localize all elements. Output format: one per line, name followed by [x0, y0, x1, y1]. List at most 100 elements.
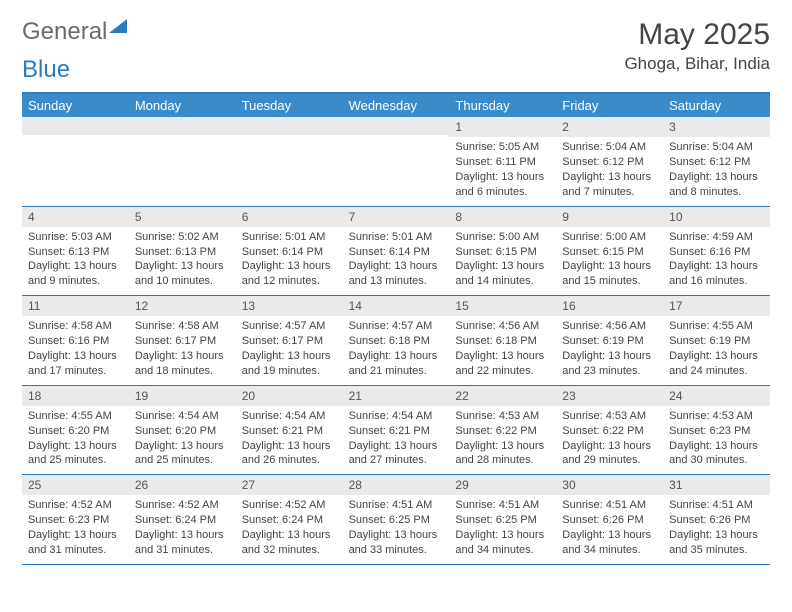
- daylight-text: Daylight: 13 hours and 9 minutes.: [28, 259, 123, 289]
- sunset-text: Sunset: 6:26 PM: [562, 513, 657, 528]
- day-cell: 16 Sunrise: 4:56 AMSunset: 6:19 PMDayligh…: [556, 296, 663, 385]
- day-cell: 8Sunrise: 5:00 AMSunset: 6:15 PMDaylight…: [449, 207, 556, 296]
- daylight-text: Daylight: 13 hours and 23 minutes.: [562, 349, 657, 379]
- day-cell: 5Sunrise: 5:02 AMSunset: 6:13 PMDaylight…: [129, 207, 236, 296]
- day-number: [22, 117, 129, 135]
- day-body: Sunrise: 4:51 AMSunset: 6:26 PMDaylight:…: [663, 495, 770, 563]
- day-body: Sunrise: 5:01 AMSunset: 6:14 PMDaylight:…: [343, 227, 450, 295]
- day-number: 29: [449, 475, 556, 495]
- sunrise-text: Sunrise: 4:58 AM: [28, 319, 123, 334]
- sunrise-text: Sunrise: 5:01 AM: [242, 230, 337, 245]
- brand-part1: General: [22, 18, 107, 46]
- daylight-text: Daylight: 13 hours and 16 minutes.: [669, 259, 764, 289]
- sunrise-text: Sunrise: 5:00 AM: [562, 230, 657, 245]
- day-cell: 24Sunrise: 4:53 AMSunset: 6:23 PMDayligh…: [663, 386, 770, 475]
- day-number: 20: [236, 386, 343, 406]
- day-number: 18: [22, 386, 129, 406]
- sunset-text: Sunset: 6:24 PM: [242, 513, 337, 528]
- day-cell: 23Sunrise: 4:53 AMSunset: 6:22 PMDayligh…: [556, 386, 663, 475]
- day-body: Sunrise: 5:04 AMSunset: 6:12 PMDaylight:…: [663, 137, 770, 205]
- sunrise-text: Sunrise: 4:54 AM: [349, 409, 444, 424]
- day-number: 22: [449, 386, 556, 406]
- week-row: 18Sunrise: 4:55 AMSunset: 6:20 PMDayligh…: [22, 386, 770, 476]
- day-cell: 7Sunrise: 5:01 AMSunset: 6:14 PMDaylight…: [343, 207, 450, 296]
- daylight-text: Daylight: 13 hours and 12 minutes.: [242, 259, 337, 289]
- sunset-text: Sunset: 6:20 PM: [135, 424, 230, 439]
- day-cell: 25Sunrise: 4:52 AMSunset: 6:23 PMDayligh…: [22, 475, 129, 564]
- day-number: 19: [129, 386, 236, 406]
- day-body: Sunrise: 5:02 AMSunset: 6:13 PMDaylight:…: [129, 227, 236, 295]
- sunset-text: Sunset: 6:21 PM: [349, 424, 444, 439]
- sunrise-text: Sunrise: 4:56 AM: [455, 319, 550, 334]
- day-number: 6: [236, 207, 343, 227]
- day-cell: 30Sunrise: 4:51 AMSunset: 6:26 PMDayligh…: [556, 475, 663, 564]
- week-row: 1Sunrise: 5:05 AMSunset: 6:11 PMDaylight…: [22, 117, 770, 207]
- day-body: Sunrise: 4:58 AMSunset: 6:17 PMDaylight:…: [129, 316, 236, 384]
- day-cell: 29Sunrise: 4:51 AMSunset: 6:25 PMDayligh…: [449, 475, 556, 564]
- daylight-text: Daylight: 13 hours and 27 minutes.: [349, 439, 444, 469]
- day-cell: 13Sunrise: 4:57 AMSunset: 6:17 PMDayligh…: [236, 296, 343, 385]
- day-number: 4: [22, 207, 129, 227]
- sunset-text: Sunset: 6:13 PM: [135, 245, 230, 260]
- empty-cell: [129, 117, 236, 206]
- daylight-text: Daylight: 13 hours and 8 minutes.: [669, 170, 764, 200]
- day-header: Wednesday: [343, 94, 450, 117]
- sunrise-text: Sunrise: 4:56 AM: [562, 319, 657, 334]
- sunrise-text: Sunrise: 4:52 AM: [28, 498, 123, 513]
- calendar: Sunday Monday Tuesday Wednesday Thursday…: [22, 92, 770, 565]
- sunset-text: Sunset: 6:17 PM: [242, 334, 337, 349]
- day-cell: 10Sunrise: 4:59 AMSunset: 6:16 PMDayligh…: [663, 207, 770, 296]
- week-row: 11Sunrise: 4:58 AMSunset: 6:16 PMDayligh…: [22, 296, 770, 386]
- sunset-text: Sunset: 6:14 PM: [242, 245, 337, 260]
- day-body: Sunrise: 4:51 AMSunset: 6:25 PMDaylight:…: [343, 495, 450, 563]
- day-number: 17: [663, 296, 770, 316]
- daylight-text: Daylight: 13 hours and 17 minutes.: [28, 349, 123, 379]
- day-body: Sunrise: 4:55 AMSunset: 6:20 PMDaylight:…: [22, 406, 129, 474]
- day-number: 7: [343, 207, 450, 227]
- day-header-row: Sunday Monday Tuesday Wednesday Thursday…: [22, 94, 770, 117]
- sunset-text: Sunset: 6:26 PM: [669, 513, 764, 528]
- sunrise-text: Sunrise: 4:51 AM: [455, 498, 550, 513]
- day-cell: 20Sunrise: 4:54 AMSunset: 6:21 PMDayligh…: [236, 386, 343, 475]
- day-cell: 26Sunrise: 4:52 AMSunset: 6:24 PMDayligh…: [129, 475, 236, 564]
- daylight-text: Daylight: 13 hours and 7 minutes.: [562, 170, 657, 200]
- sunset-text: Sunset: 6:19 PM: [562, 334, 657, 349]
- day-number: 28: [343, 475, 450, 495]
- sunrise-text: Sunrise: 5:00 AM: [455, 230, 550, 245]
- day-cell: 18Sunrise: 4:55 AMSunset: 6:20 PMDayligh…: [22, 386, 129, 475]
- sunrise-text: Sunrise: 4:55 AM: [28, 409, 123, 424]
- day-number: [129, 117, 236, 135]
- day-number: 14: [343, 296, 450, 316]
- day-number: 26: [129, 475, 236, 495]
- daylight-text: Daylight: 13 hours and 29 minutes.: [562, 439, 657, 469]
- daylight-text: Daylight: 13 hours and 32 minutes.: [242, 528, 337, 558]
- day-number: 15: [449, 296, 556, 316]
- day-number: 13: [236, 296, 343, 316]
- empty-cell: [22, 117, 129, 206]
- daylight-text: Daylight: 13 hours and 25 minutes.: [135, 439, 230, 469]
- day-body: Sunrise: 5:00 AMSunset: 6:15 PMDaylight:…: [449, 227, 556, 295]
- sunrise-text: Sunrise: 5:01 AM: [349, 230, 444, 245]
- daylight-text: Daylight: 13 hours and 22 minutes.: [455, 349, 550, 379]
- day-header: Thursday: [449, 94, 556, 117]
- day-number: 16: [556, 296, 663, 316]
- location-text: Ghoga, Bihar, India: [624, 54, 770, 74]
- day-body: Sunrise: 4:52 AMSunset: 6:24 PMDaylight:…: [129, 495, 236, 563]
- day-number: [236, 117, 343, 135]
- sunrise-text: Sunrise: 4:57 AM: [349, 319, 444, 334]
- day-body: Sunrise: 5:05 AMSunset: 6:11 PMDaylight:…: [449, 137, 556, 205]
- sunset-text: Sunset: 6:12 PM: [669, 155, 764, 170]
- sunrise-text: Sunrise: 4:54 AM: [242, 409, 337, 424]
- sunset-text: Sunset: 6:12 PM: [562, 155, 657, 170]
- day-number: 23: [556, 386, 663, 406]
- day-body: [236, 135, 343, 187]
- daylight-text: Daylight: 13 hours and 34 minutes.: [562, 528, 657, 558]
- title-block: May 2025 Ghoga, Bihar, India: [624, 18, 770, 74]
- day-header: Saturday: [663, 94, 770, 117]
- day-cell: 6 Sunrise: 5:01 AMSunset: 6:14 PMDaylight…: [236, 207, 343, 296]
- day-number: 27: [236, 475, 343, 495]
- day-body: [22, 135, 129, 187]
- sunset-text: Sunset: 6:15 PM: [562, 245, 657, 260]
- day-body: [129, 135, 236, 187]
- sunset-text: Sunset: 6:25 PM: [455, 513, 550, 528]
